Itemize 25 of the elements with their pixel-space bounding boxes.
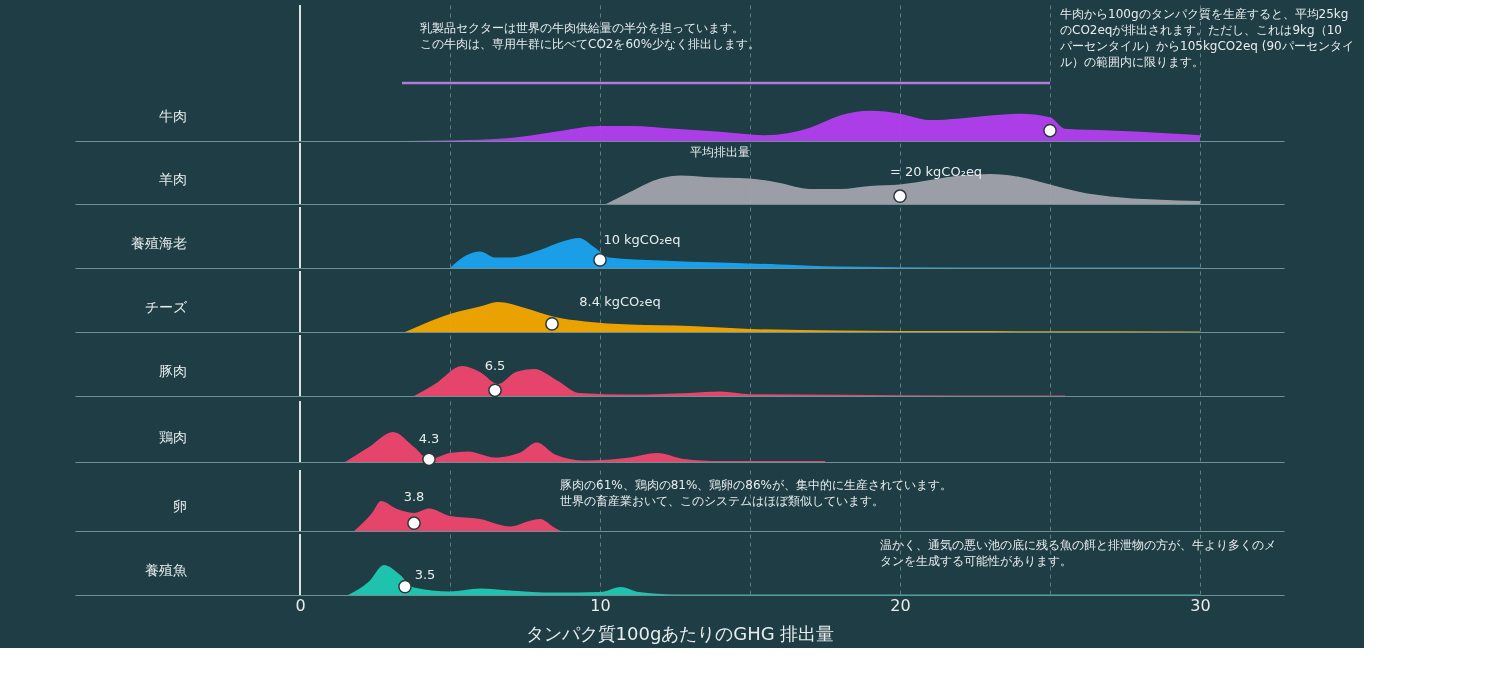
y-axis-title: 卵 bbox=[173, 498, 187, 514]
annotation: 6.5 bbox=[484, 358, 506, 374]
text: 牛肉から100gのタンパク質を生産すると、平均25kgのCO2eqが排出されます。ただし、これは9kg（10パーセンタイル）から105kgCO2eq (90パーセンタイル）の範囲内に限ります。 bbox=[1059, 7, 1354, 69]
y-axis-title: チーズ bbox=[145, 299, 188, 315]
annotation: 3.5 bbox=[414, 566, 436, 582]
x-tick-label: 10 bbox=[590, 595, 611, 615]
y-axis-title: 牛肉 bbox=[159, 108, 187, 124]
y-axis-title: 養殖海老 bbox=[131, 235, 187, 251]
annotation: 豚肉の61%、鶏肉の81%、鶏卵の86%が、集中的に生産されています。世界の畜産業おいて、このシステムはほぼ類似しています。 bbox=[560, 478, 953, 508]
annotation: 10 kgCO₂eq bbox=[603, 231, 681, 247]
y-axis-title: 豚肉 bbox=[159, 363, 187, 379]
x-tick-label: 20 bbox=[890, 595, 911, 615]
x-tick-label: 0 bbox=[295, 595, 306, 615]
y-axis-title: 鶏肉 bbox=[159, 429, 187, 445]
text: 乳製品セクターは世界の牛肉供給量の半分を担っています。この牛肉は、専用牛群に比べてCO2を60%少なく排出します。 bbox=[420, 21, 761, 51]
y-axis-title: 養殖魚 bbox=[145, 562, 187, 578]
y-axis-title: 羊肉 bbox=[159, 171, 187, 187]
x-tick-label: 30 bbox=[1190, 595, 1211, 615]
text: 平均排出量 bbox=[690, 145, 750, 159]
x-axis-title: タンパク質100gあたりのGHG 排出量 bbox=[525, 622, 835, 644]
annotation: 4.3 bbox=[418, 431, 440, 447]
annotation: = 20 kgCO₂eq bbox=[889, 164, 983, 180]
annotation: 8.4 kgCO₂eq bbox=[579, 293, 661, 309]
annotation: 温かく、通気の悪い池の底に残る魚の餌と排泄物の方が、牛より多くのメタンを生成する可能性があります。 bbox=[880, 538, 1276, 568]
annotation: 3.8 bbox=[403, 489, 425, 505]
